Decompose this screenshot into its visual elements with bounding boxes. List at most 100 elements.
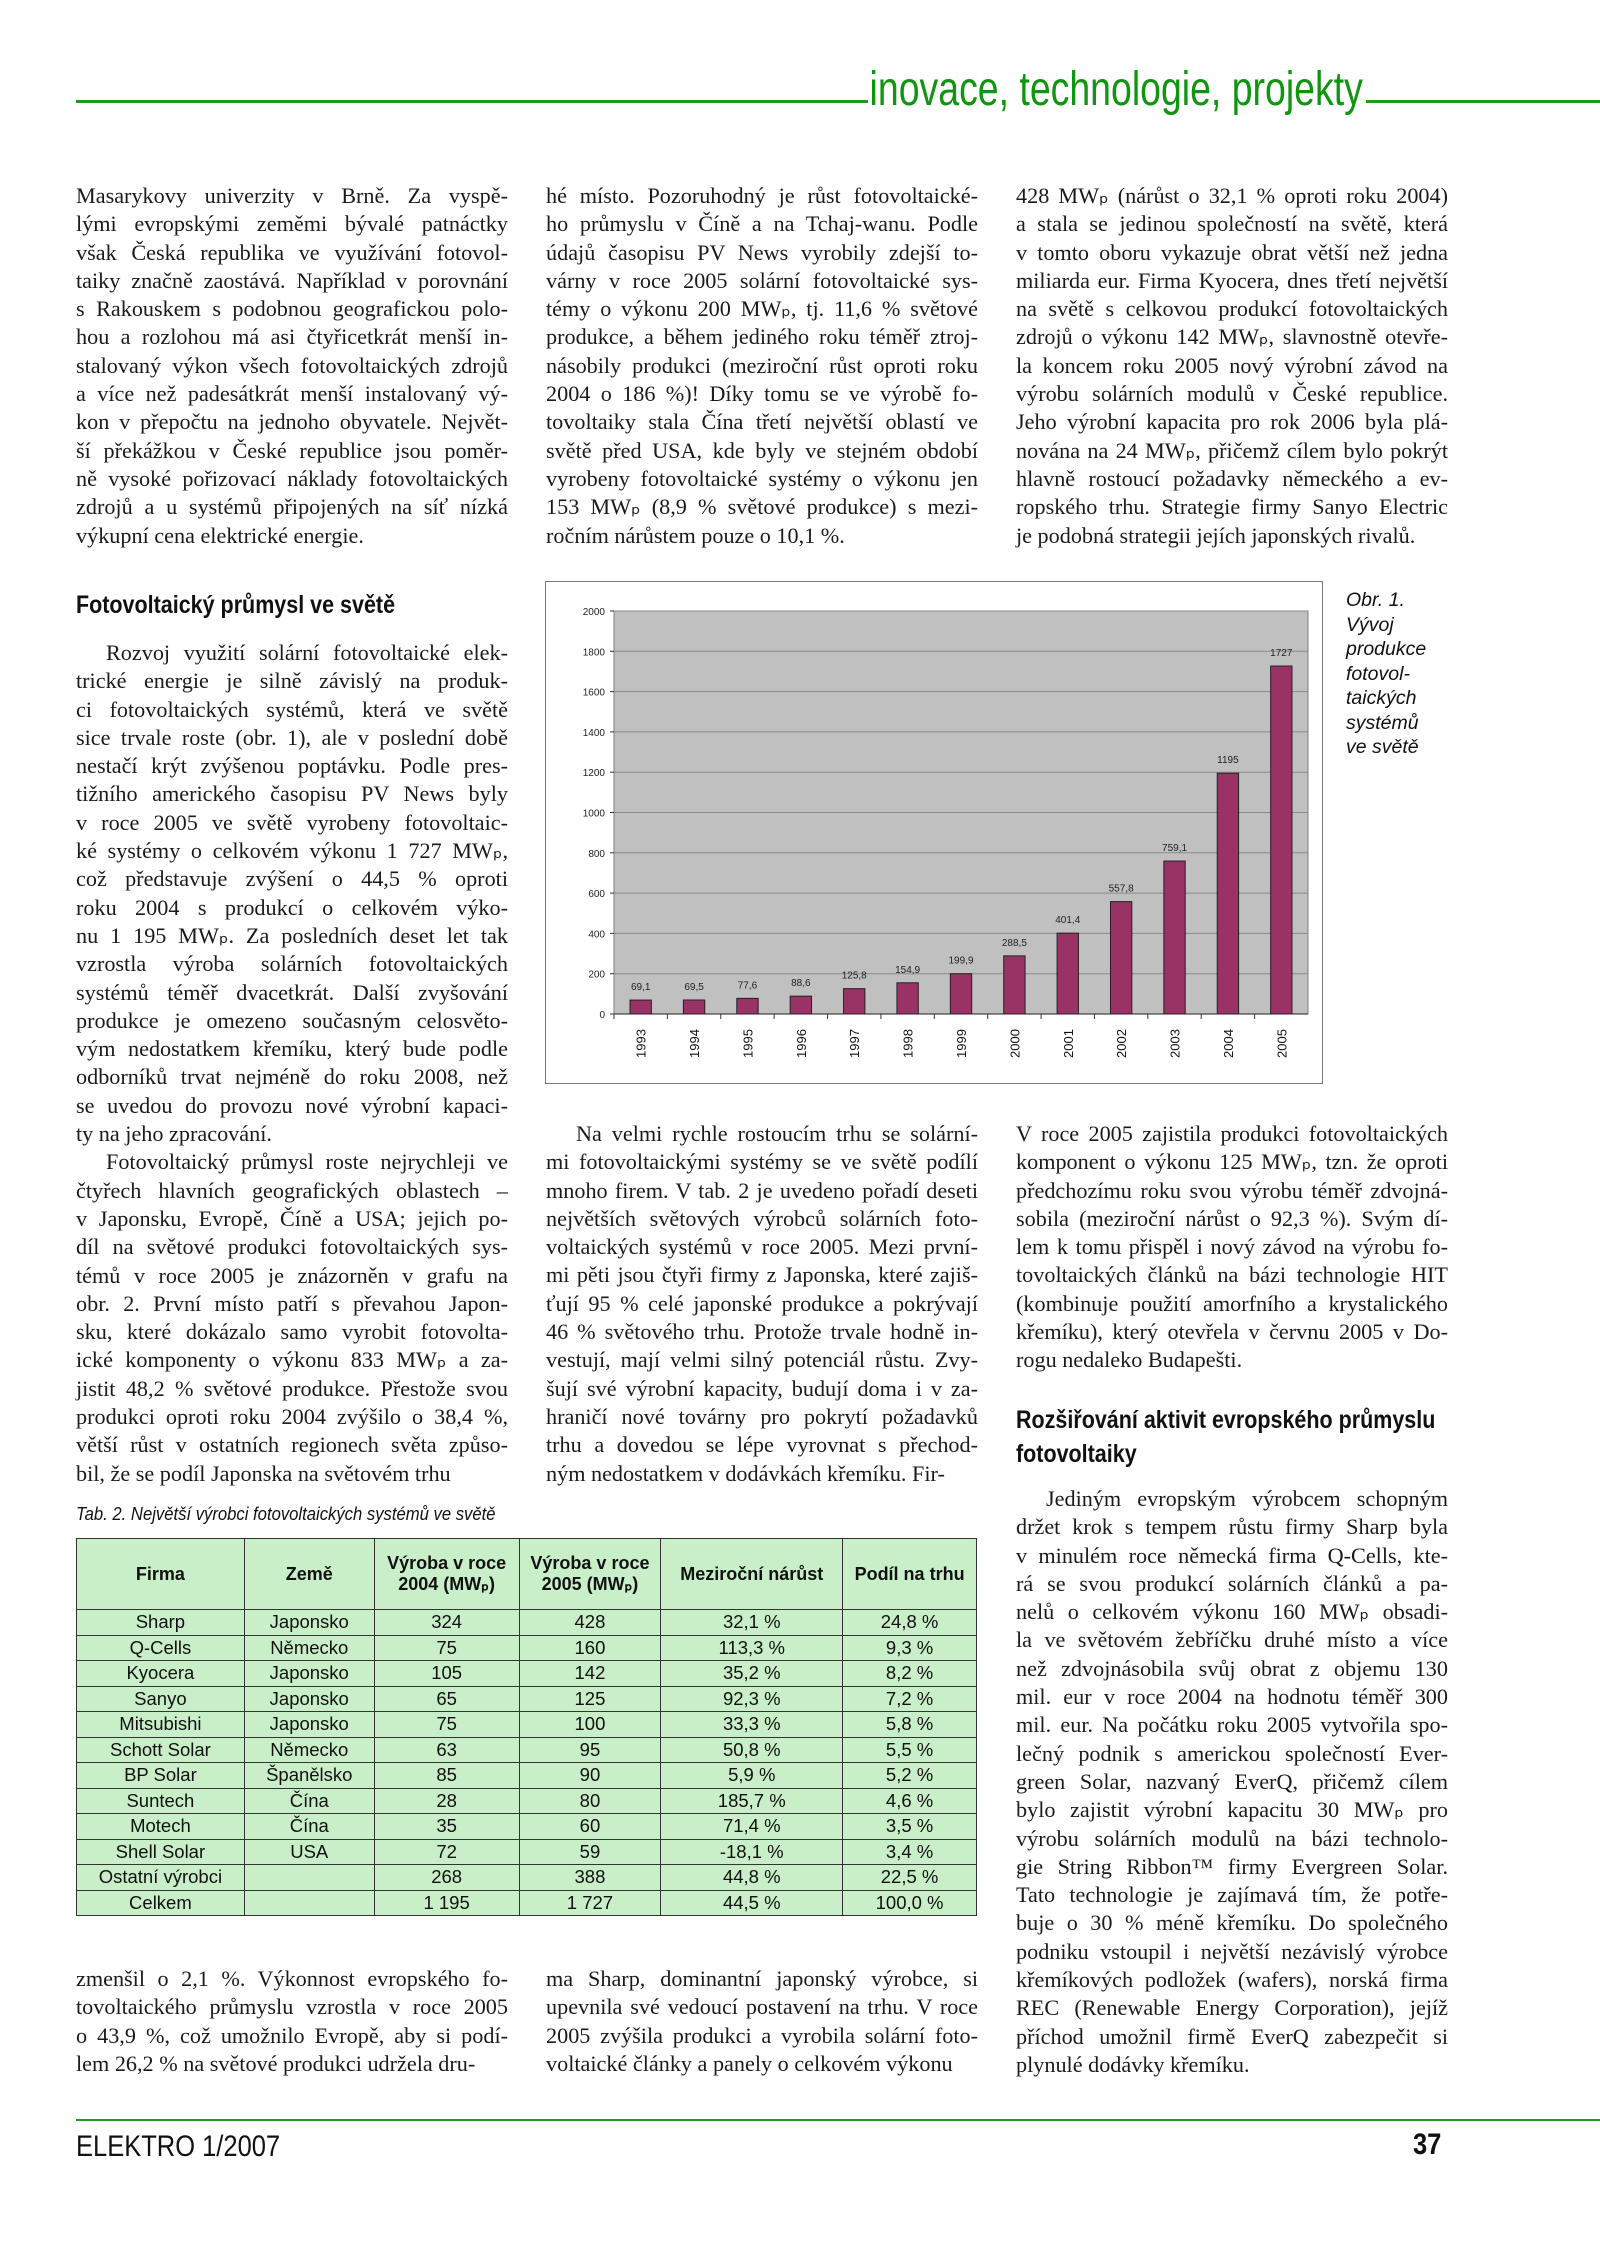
table-cell: 28 [373, 1787, 520, 1814]
text-line: ho průmyslu v Číně a na Tchaj-wanu. Podl… [546, 211, 978, 237]
text-line: zmenšil o 2,1 %. Výkonnost evropského fo… [76, 1966, 508, 1991]
section-heading-pv-industry: Fotovoltaický průmysl ve světě [76, 591, 396, 619]
header-rule-left [76, 100, 870, 103]
text-line: trické energie je silně závislý na produ… [76, 668, 508, 694]
table-cell: Japonsko [243, 1609, 375, 1636]
table-cell: 142 [518, 1660, 662, 1687]
text-line: hé místo. Pozoruhodný je růst fotovoltai… [546, 183, 978, 208]
text-line: Na velmi rychle rostoucím trhu se solárn… [576, 1121, 978, 1146]
text-line: a více než padesátkrát menší instalovaný… [76, 381, 508, 407]
text-line: vestují, mají velmi silný potenciál růst… [546, 1347, 978, 1373]
table-cell: 50,8 % [660, 1736, 844, 1763]
table-caption: Tab. 2. Největší výrobci fotovoltaických… [76, 1503, 496, 1524]
table-cell: 5,9 % [660, 1762, 844, 1789]
text-line: tovoltaického průmyslu vzrostla v roce 2… [76, 1994, 508, 2020]
table-row: Celkem 1 195 1 727 44,5 % 100,0 % [76, 1889, 977, 1916]
text-line: mnoho firem. V tab. 2 je uvedeno pořadí … [546, 1177, 978, 1203]
section-heading-european-industry: Rozšiřování aktivit evropského průmyslu … [1016, 1403, 1435, 1471]
table-cell: 24,8 % [842, 1609, 977, 1636]
text-line: lem k tomu přispěl i nový závod na výrob… [1016, 1234, 1448, 1260]
table-cell: Čína [243, 1787, 375, 1814]
text-line: příchod umožnil firmě EverQ zabezpečit s… [1016, 2023, 1448, 2049]
text-line: 153 MWₚ (8,9 % světové produkce) s mezi- [546, 494, 978, 520]
text-line: zdrojů a u systémů připojených na síť ní… [76, 494, 508, 520]
text-line: sice trvale roste (obr. 1), ale v posled… [76, 724, 508, 750]
bar-2005 [1270, 665, 1293, 1015]
table-cell: 65 [373, 1685, 520, 1712]
data-label: 88,6 [791, 978, 811, 989]
text-line: lými evropskými zeměmi bývalé patnáctky [76, 211, 508, 237]
text-line: v tomto oboru vykazuje obrat větší než j… [1016, 239, 1448, 265]
table-cell: Celkem [76, 1889, 245, 1916]
text-line: trhu a dovedou se lépe vyrovnat s přecho… [546, 1432, 978, 1458]
x-tick-label: 2000 [1007, 1029, 1022, 1058]
table-cell: 5,8 % [842, 1711, 977, 1738]
text-line: ické komponenty o výkonu 833 MWₚ a za- [76, 1347, 508, 1373]
text-line: lečný podnik s americkou společností Eve… [1016, 1740, 1448, 1766]
table-cell: 100 [518, 1711, 662, 1738]
caption-line: ve světě [1346, 736, 1419, 758]
text-line: křemíku), který otevřela v červnu 2005 v… [1016, 1319, 1448, 1345]
table-cell: Německo [243, 1634, 375, 1661]
data-label: 288,5 [1002, 938, 1027, 949]
column-1-bottom-text: zmenšil o 2,1 %. Výkonnost evropského fo… [76, 1965, 508, 2078]
table-cell: BP Solar [76, 1762, 245, 1789]
text-line: lem 26,2 % na světové produkci udržela d… [76, 2050, 476, 2076]
text-line: rá se svou produkcí solárních článků a p… [1016, 1570, 1448, 1596]
figure-caption: Obr. 1. Vývoj produkce fotovol- taických… [1346, 588, 1426, 760]
column-header: Výroba v roce 2005 (MWₚ) [518, 1538, 662, 1610]
text-line: sku, které dokázalo samo vyrobit fotovol… [76, 1319, 508, 1345]
text-line: témů v roce 2005 je znázorněn v grafu na [76, 1262, 508, 1288]
text-line: systémů téměř dvacetkrát. Další zvyšován… [76, 979, 508, 1005]
table-cell: 75 [373, 1711, 520, 1738]
text-line: ropského trhu. Strategie firmy Sanyo Ele… [1016, 494, 1448, 520]
table-cell: Španělsko [243, 1762, 375, 1789]
text-line: nestačí krýt zvýšenou poptávku. Podle pr… [76, 753, 508, 779]
table-cell: 1 195 [373, 1889, 520, 1916]
heading-line: Rozšiřování aktivit evropského průmyslu [1016, 1406, 1436, 1434]
bar-2002 [1109, 901, 1133, 1015]
text-line: držet krok s tempem růstu firmy Sharp by… [1016, 1514, 1448, 1540]
text-line: v Japonsku, Evropě, Číně a USA; jejich p… [76, 1205, 508, 1231]
text-line: obr. 2. První místo patří s převahou Jap… [76, 1290, 508, 1316]
text-line: tovoltaických článků na bázi technologie… [1016, 1262, 1448, 1288]
text-line: komponent o výkonu 125 MWₚ, tzn. že opro… [1016, 1149, 1448, 1175]
y-tick-label: 2000 [583, 607, 606, 618]
column-2-bottom-text: ma Sharp, dominantní japonský výrobce, s… [546, 1965, 978, 2078]
text-line: tovoltaiky stala Čína třetí největší obl… [546, 409, 978, 435]
table-cell: 9,3 % [842, 1634, 977, 1661]
text-line: témy o výkonu 200 MWₚ, tj. 11,6 % světov… [546, 296, 978, 322]
bar-1999 [949, 973, 973, 1015]
text-line: se uvedou do provozu nové výrobní kapaci… [76, 1092, 508, 1118]
table-cell: 428 [518, 1609, 662, 1636]
y-tick-label: 1200 [583, 768, 606, 779]
table-row: Mitsubishi Japonsko 75 100 33,3 % 5,8 % [76, 1711, 977, 1738]
footer-rule [76, 2119, 1600, 2121]
table-cell: 160 [518, 1634, 662, 1661]
table-cell: USA [243, 1838, 375, 1865]
text-line: roku 2004 s produkcí o celkovém výko- [76, 894, 508, 920]
text-line: vým nedostatkem křemíku, který bude podl… [76, 1036, 508, 1062]
table-cell: 8,2 % [842, 1660, 977, 1687]
text-line: ročním nárůstem pouze o 10,1 %. [546, 522, 845, 548]
text-line: předchozímu roku svou výrobu téměř zdvoj… [1016, 1177, 1448, 1203]
table-cell: 33,3 % [660, 1711, 844, 1738]
x-tick-label: 2005 [1274, 1029, 1289, 1058]
text-line: čtyřech hlavních geografických oblastech… [76, 1177, 508, 1203]
text-line: la ve světovém žebříčku druhé místo a ví… [1016, 1627, 1448, 1653]
text-line: bil, že se podíl Japonska na světovém tr… [76, 1460, 451, 1486]
table-cell: Ostatní výrobci [76, 1864, 245, 1891]
bar-1994 [682, 999, 706, 1015]
table-cell: Japonsko [243, 1711, 375, 1738]
text-line: odborníků trvat nejméně do roku 2008, ne… [76, 1064, 508, 1090]
text-line: mi pěti jsou čtyři firmy z Japonska, kte… [546, 1262, 978, 1288]
table-cell: Japonsko [243, 1685, 375, 1712]
text-line: na světě s celkovou produkcí fotovoltaic… [1016, 296, 1448, 322]
x-tick-label: 2001 [1061, 1029, 1076, 1058]
text-line: však Česká republika ve využívání fotovo… [76, 239, 508, 265]
bar-1993 [629, 999, 652, 1015]
text-line: Jediným evropským výrobcem schopným [1046, 1486, 1448, 1511]
text-line: voltaické články a panely o celkovém výk… [546, 2050, 953, 2076]
text-line: ma Sharp, dominantní japonský výrobce, s… [546, 1966, 978, 1991]
header-rule-right [1366, 100, 1600, 103]
